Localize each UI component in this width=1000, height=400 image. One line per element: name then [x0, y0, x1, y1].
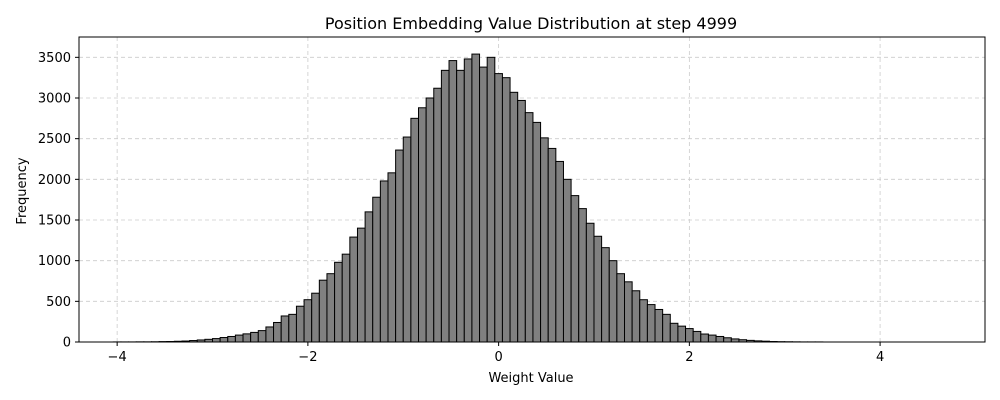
histogram-bar [219, 337, 229, 343]
histogram-bar [669, 322, 679, 343]
histogram-bar [715, 335, 725, 343]
histogram-bar [639, 299, 648, 343]
histogram-bar [288, 313, 297, 343]
histogram-bar [616, 273, 626, 343]
histogram-bar [318, 279, 328, 343]
histogram-bar [448, 60, 458, 343]
x-tick-label: 0 [494, 350, 502, 365]
histogram-bar [212, 338, 221, 343]
x-tick-label: 4 [876, 350, 884, 365]
histogram-bar [509, 91, 519, 343]
histogram-bar [402, 136, 412, 343]
y-tick-label: 2000 [38, 173, 71, 188]
y-tick-label: 3500 [38, 51, 71, 66]
histogram-bar [341, 253, 351, 343]
histogram-bar [334, 261, 343, 343]
histogram-bar [624, 281, 633, 343]
histogram-bar [723, 337, 732, 343]
y-axis-ticks: 0 500 1000 1500 2000 2500 3000 3500 [38, 51, 79, 351]
histogram-bar [570, 195, 580, 343]
histogram-bar [471, 53, 481, 343]
histogram-bar [410, 117, 420, 343]
histogram-bar [295, 305, 305, 343]
histogram-bar [387, 172, 397, 343]
histogram-bar [418, 107, 427, 343]
histogram-bar [578, 208, 587, 343]
histogram-bar [440, 69, 450, 343]
histogram-bar [707, 334, 717, 343]
histogram-bar [524, 112, 534, 343]
histogram-bar [250, 331, 259, 343]
histogram-bar [540, 137, 549, 343]
y-tick-label: 3000 [38, 92, 71, 107]
y-tick-label: 2500 [38, 132, 71, 147]
histogram-bar [273, 321, 282, 343]
histogram-bar [433, 87, 442, 343]
x-tick-label: −2 [298, 350, 317, 365]
y-axis-label: Frequency [15, 157, 30, 224]
plot-frame [78, 36, 986, 343]
histogram-bar [425, 97, 435, 343]
histogram-bar [608, 260, 618, 343]
histogram-bar [654, 308, 664, 343]
histogram-bar [517, 99, 526, 343]
histogram-bar [456, 69, 465, 343]
histogram-bar [303, 299, 313, 343]
histogram-bar [257, 330, 267, 343]
histogram-bar [280, 315, 290, 343]
histogram-bar [646, 304, 656, 343]
histogram-bar [593, 235, 603, 343]
histogram-bar [227, 335, 236, 343]
histogram-bar [234, 334, 244, 343]
histogram-bars [112, 53, 824, 343]
histogram-bar [356, 227, 366, 343]
histogram-bar [532, 121, 542, 343]
histogram-bar [501, 77, 511, 343]
histogram-bar [349, 236, 358, 343]
y-tick-label: 0 [63, 336, 71, 351]
histogram-bar [662, 313, 671, 343]
y-tick-label: 1000 [38, 254, 71, 269]
x-axis-ticks: −4 −2 0 2 4 [108, 342, 884, 365]
histogram-bar [364, 211, 374, 343]
histogram-bar [547, 147, 557, 343]
histogram-bar [692, 330, 702, 343]
x-axis-label: Weight Value [488, 371, 573, 386]
histogram-bar [463, 58, 473, 343]
x-tick-label: 2 [685, 350, 693, 365]
chart-title: Position Embedding Value Distribution at… [325, 14, 737, 33]
histogram-bar [486, 56, 496, 343]
histogram-bar [479, 66, 488, 343]
histogram-bar [677, 325, 687, 343]
y-tick-label: 1500 [38, 214, 71, 229]
histogram-bar [685, 328, 694, 343]
histogram-bar [311, 292, 320, 343]
axes [78, 36, 986, 343]
histogram-bar [265, 326, 275, 343]
histogram-bar [555, 160, 564, 343]
histogram-bar [494, 73, 503, 343]
x-tick-label: −4 [108, 350, 127, 365]
histogram-bar [631, 290, 641, 343]
histogram-bar [395, 149, 404, 343]
histogram-bar [601, 247, 610, 343]
histogram-bar [562, 178, 572, 343]
histogram-bar [242, 333, 252, 343]
histogram-bar [372, 196, 381, 343]
histogram-bar [585, 222, 595, 343]
histogram-bar [326, 273, 336, 343]
histogram-bar [379, 180, 389, 343]
y-tick-label: 500 [46, 295, 71, 310]
histogram-bar [700, 333, 709, 343]
